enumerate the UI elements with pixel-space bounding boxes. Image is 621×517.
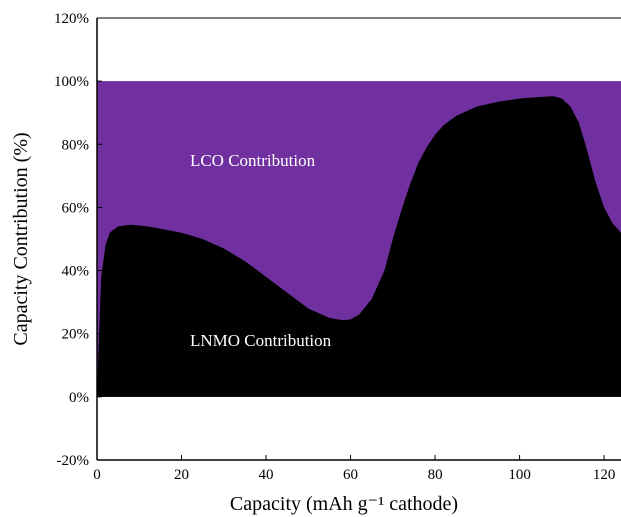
lnmo-contribution-area (97, 96, 621, 397)
y-tick-label: 120% (54, 11, 89, 27)
lco-contribution-label: LCO Contribution (190, 151, 316, 170)
x-axis-title: Capacity (mAh g⁻¹ cathode) (230, 493, 458, 515)
y-tick-label: 100% (54, 74, 89, 90)
x-tick-label: 60 (343, 467, 358, 483)
y-tick-label: 80% (62, 137, 90, 153)
x-tick-label: 120 (593, 467, 616, 483)
y-tick-label: 60% (62, 200, 90, 216)
x-tick-label: 100 (508, 467, 531, 483)
x-tick-label: 80 (428, 467, 443, 483)
y-axis-title: Capacity Contribution (%) (10, 132, 32, 345)
y-tick-label: 0% (69, 390, 89, 406)
y-tick-label: -20% (57, 453, 90, 469)
x-tick-label: 40 (259, 467, 274, 483)
x-tick-label: 20 (174, 467, 189, 483)
y-tick-label: 20% (62, 327, 90, 343)
y-tick-label: 40% (62, 264, 90, 280)
x-tick-label: 0 (93, 467, 101, 483)
lnmo-contribution-label: LNMO Contribution (190, 331, 332, 350)
